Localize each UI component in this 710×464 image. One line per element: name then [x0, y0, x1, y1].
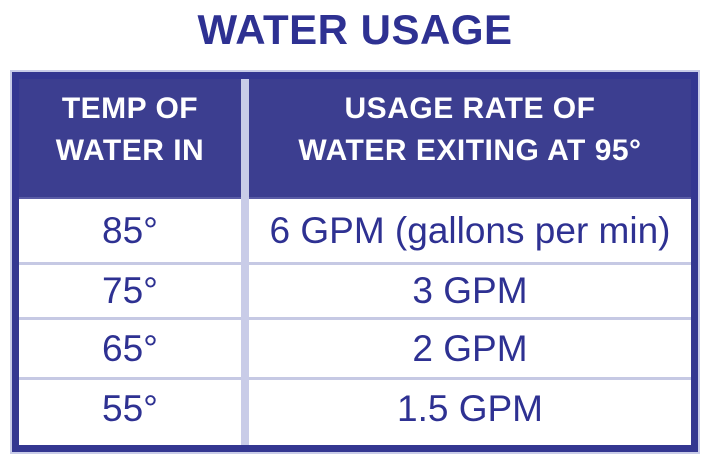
table-row: 55° 1.5 GPM: [19, 380, 691, 445]
table-inner: TEMP OF WATER IN USAGE RATE OF WATER EXI…: [19, 79, 691, 445]
table-row: 65° 2 GPM: [19, 320, 691, 377]
temp-cell: 85°: [102, 209, 158, 251]
header-rate-line-1: USAGE RATE OF: [344, 92, 596, 125]
row-separator: [19, 317, 691, 320]
column-divider: [241, 79, 249, 445]
header-rate-line-2: WATER EXITING AT 95°: [298, 134, 642, 167]
rate-cell: 6 GPM (gallons per min): [269, 209, 671, 251]
temp-cell: 55°: [102, 387, 158, 429]
header-temp-line-2: WATER IN: [55, 134, 205, 167]
header-temp-line-1: TEMP OF: [61, 92, 199, 125]
header-usage-rate: USAGE RATE OF WATER EXITING AT 95°: [249, 79, 691, 197]
table-header-row: TEMP OF WATER IN USAGE RATE OF WATER EXI…: [19, 79, 691, 199]
table-row: 75° 3 GPM: [19, 265, 691, 317]
rate-cell: 1.5 GPM: [397, 387, 543, 429]
rate-cell: 3 GPM: [412, 270, 528, 311]
header-temp-of-water-in: TEMP OF WATER IN: [19, 79, 241, 197]
row-separator: [19, 377, 691, 380]
row-separator: [19, 262, 691, 265]
temp-cell: 75°: [102, 270, 158, 311]
rate-cell: 2 GPM: [412, 327, 528, 369]
table-row: 85° 6 GPM (gallons per min): [19, 199, 691, 262]
temp-cell: 65°: [102, 327, 158, 369]
table-title: WATER USAGE: [197, 6, 513, 53]
water-usage-table: TEMP OF WATER IN USAGE RATE OF WATER EXI…: [10, 70, 700, 454]
